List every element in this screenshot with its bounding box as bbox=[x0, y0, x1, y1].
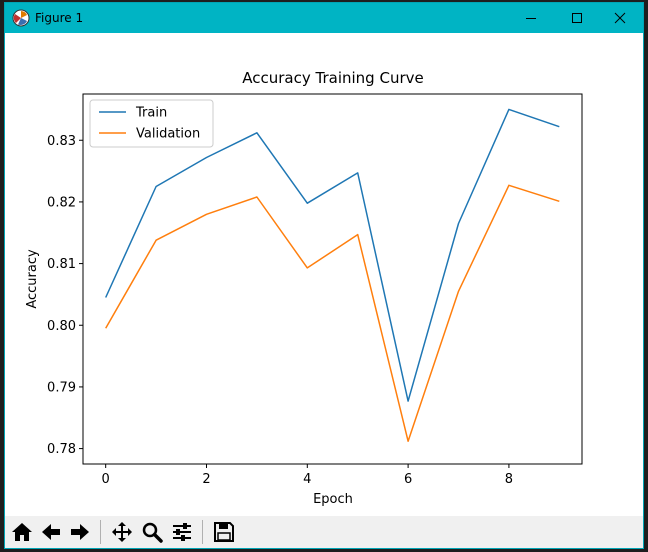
window-title: Figure 1 bbox=[35, 11, 84, 25]
y-tick-label: 0.82 bbox=[47, 195, 76, 210]
maximize-button[interactable] bbox=[554, 3, 600, 33]
arrow-right-icon bbox=[71, 524, 89, 540]
magnifier-icon bbox=[142, 522, 163, 543]
y-tick-label: 0.83 bbox=[47, 134, 76, 149]
maximize-icon bbox=[572, 13, 582, 23]
navigation-toolbar bbox=[5, 516, 643, 548]
move-icon bbox=[112, 522, 132, 542]
title-bar[interactable]: Figure 1 bbox=[5, 3, 643, 33]
minimize-button[interactable] bbox=[508, 3, 554, 33]
x-tick-label: 4 bbox=[303, 472, 311, 487]
close-icon bbox=[614, 12, 626, 24]
close-button[interactable] bbox=[597, 3, 643, 33]
arrow-left-icon bbox=[42, 524, 60, 540]
legend: Train Validation bbox=[89, 99, 214, 148]
chart-title: Accuracy Training Curve bbox=[242, 69, 423, 87]
x-tick-label: 0 bbox=[102, 472, 110, 487]
home-button[interactable] bbox=[8, 519, 36, 545]
x-tick-label: 6 bbox=[404, 472, 412, 487]
configure-subplots-button[interactable] bbox=[168, 519, 196, 545]
x-tick-label: 8 bbox=[505, 472, 513, 487]
validation-line bbox=[105, 184, 560, 442]
y-tick-label: 0.78 bbox=[47, 442, 76, 457]
y-tick-label: 0.80 bbox=[47, 319, 76, 334]
floppy-disk-icon bbox=[214, 522, 234, 542]
line-chart: Accuracy Training Curve 0 2 4 6 8 0.78 0.79 0.8… bbox=[25, 69, 583, 507]
zoom-button[interactable] bbox=[138, 519, 166, 545]
matplotlib-app-icon bbox=[12, 9, 30, 27]
y-tick-label: 0.79 bbox=[47, 380, 76, 395]
toolbar-separator bbox=[202, 520, 203, 544]
toolbar-separator bbox=[100, 520, 101, 544]
minimize-icon bbox=[526, 18, 536, 19]
legend-validation-label: Validation bbox=[136, 127, 200, 142]
back-button[interactable] bbox=[37, 519, 65, 545]
x-axis-label: Epoch bbox=[313, 492, 353, 507]
train-line bbox=[105, 108, 560, 402]
save-button[interactable] bbox=[210, 519, 238, 545]
forward-button[interactable] bbox=[66, 519, 94, 545]
y-tick-label: 0.81 bbox=[47, 257, 76, 272]
axes: 0 2 4 6 8 0.78 0.79 0.80 0.81 0.82 0.83 bbox=[47, 134, 513, 487]
plot-lines bbox=[105, 108, 560, 442]
y-axis-label: Accuracy bbox=[25, 249, 40, 309]
sliders-icon bbox=[173, 523, 191, 541]
legend-train-label: Train bbox=[135, 106, 167, 121]
axes-frame bbox=[82, 93, 583, 465]
figure-window: Figure 1 Accuracy Training Curve 0 2 4 6 8 0.… bbox=[5, 3, 643, 548]
x-tick-label: 2 bbox=[202, 472, 210, 487]
home-icon bbox=[12, 523, 32, 541]
pan-button[interactable] bbox=[108, 519, 136, 545]
figure-canvas[interactable]: Accuracy Training Curve 0 2 4 6 8 0.78 0.79 0.8… bbox=[5, 33, 643, 516]
